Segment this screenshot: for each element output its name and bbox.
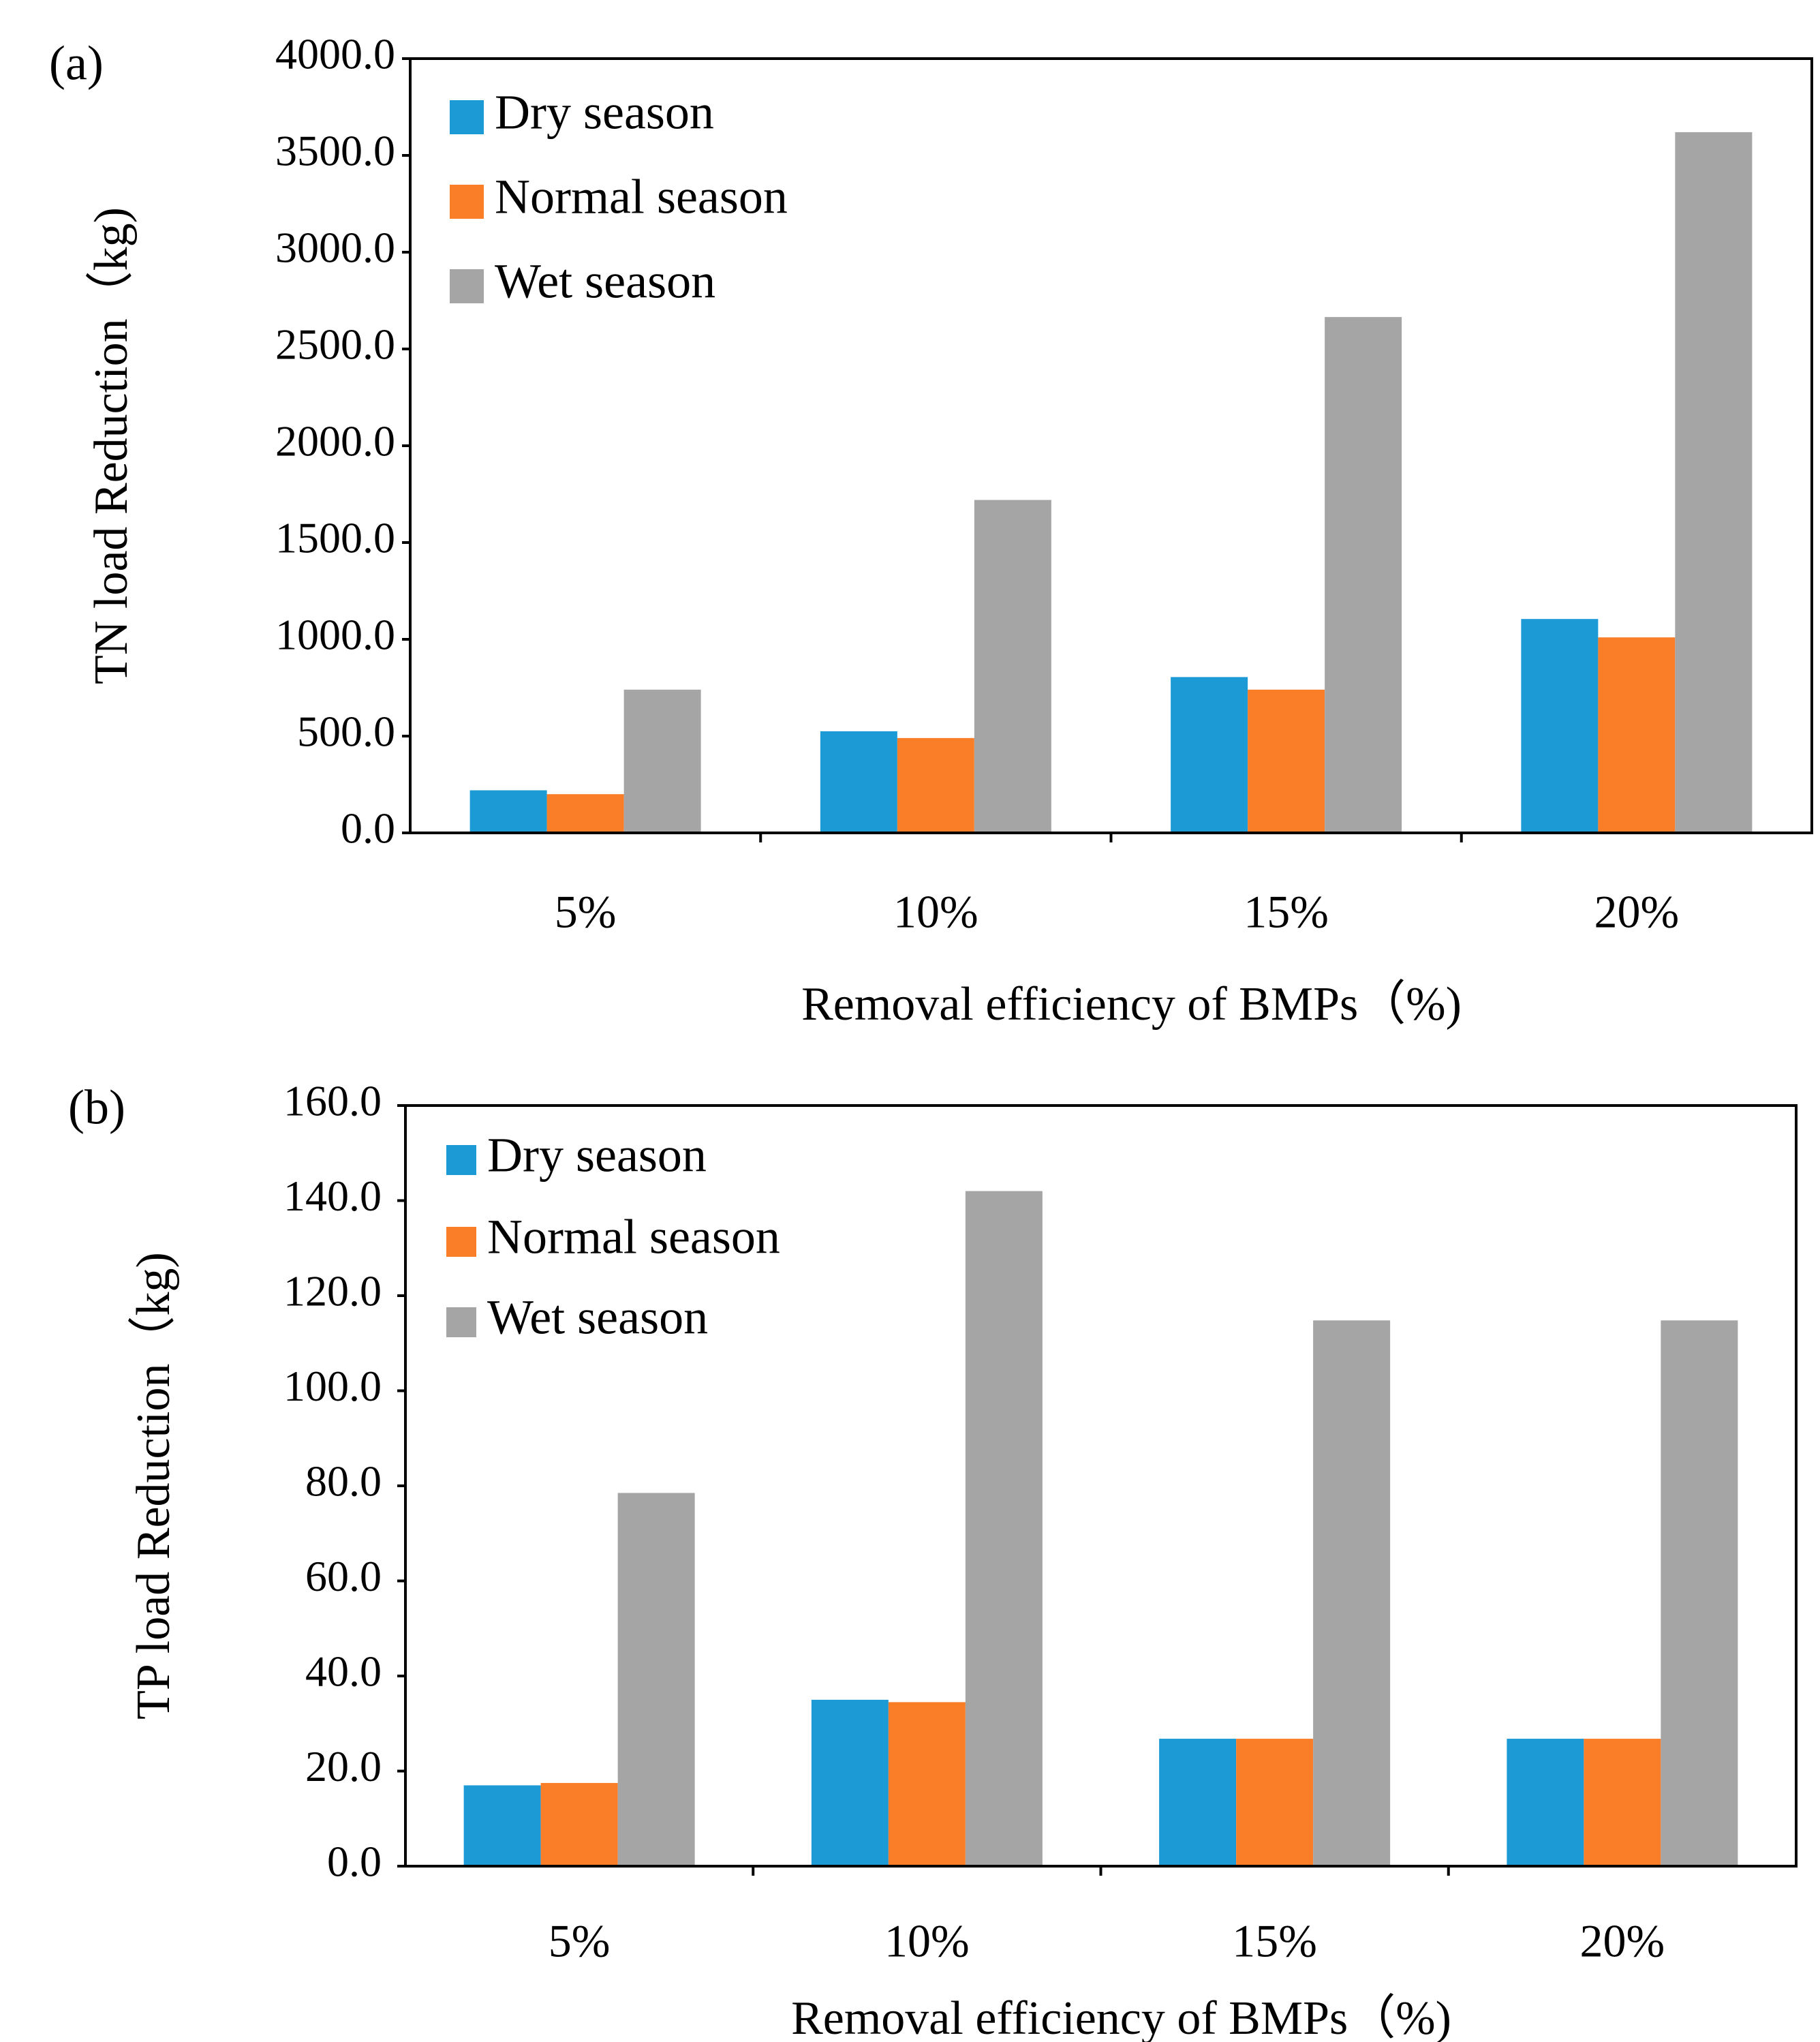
bar-normal-season-3 [1584,1739,1661,1866]
bar-dry-season-1 [811,1699,889,1866]
x-category-label: 20% [1580,1915,1665,1967]
legend-swatch [446,1227,476,1257]
y-axis-title: TN load Reduction（kg) [85,207,138,684]
x-category-label: 20% [1594,886,1680,938]
bar-normal-season-0 [546,794,624,833]
x-axis-title: Removal efficiency of BMPs（%) [801,978,1462,1031]
y-tick-label: 4000.0 [275,30,395,78]
bar-dry-season-0 [469,790,547,833]
y-tick-label: 40.0 [305,1647,382,1696]
y-tick-label: 160.0 [283,1077,382,1125]
bar-normal-season-2 [1236,1739,1314,1866]
legend-swatch [450,185,484,219]
bar-normal-season-3 [1598,637,1676,833]
bar-wet-season-0 [623,689,701,833]
y-axis-title: TP load Reduction（kg) [127,1252,180,1720]
bar-dry-season-0 [463,1785,541,1866]
y-tick-label: 0.0 [341,804,395,853]
y-tick-label: 3000.0 [275,224,395,272]
x-category-label: 10% [884,1915,970,1967]
y-tick-label: 60.0 [305,1552,382,1600]
legend: Dry season Normal season Wet season [446,1128,780,1345]
panel-label: (b) [68,1080,125,1135]
legend-label: Normal season [487,1210,780,1264]
x-category-label: 15% [1232,1915,1317,1967]
legend-swatch [446,1307,476,1337]
y-tick-label: 100.0 [283,1362,382,1410]
y-tick-label: 80.0 [305,1457,382,1506]
bar-wet-season-1 [974,500,1051,833]
legend-swatch [450,269,484,303]
legend-swatch [450,100,484,134]
legend-label: Dry season [495,85,714,140]
bar-wet-season-2 [1325,317,1402,833]
bar-normal-season-0 [540,1782,618,1866]
legend-label: Wet season [487,1290,708,1345]
x-category-label: 10% [893,886,978,938]
bar-wet-season-3 [1675,132,1753,833]
bar-dry-season-3 [1507,1739,1584,1866]
legend-label: Dry season [487,1128,707,1183]
legend-swatch [446,1145,476,1175]
bar-wet-season-1 [965,1191,1043,1866]
y-tick-label: 3500.0 [275,127,395,175]
y-tick-label: 120.0 [283,1267,382,1315]
bar-dry-season-3 [1521,619,1599,833]
legend-label: Normal season [495,170,788,224]
y-tick-label: 1500.0 [275,514,395,562]
y-tick-label: 2500.0 [275,320,395,369]
x-axis-title: Removal efficiency of BMPs（%) [791,1992,1451,2042]
y-tick-label: 500.0 [297,707,395,756]
x-category-label: 5% [555,886,617,938]
panel-label: (a) [49,36,104,91]
y-tick-label: 2000.0 [275,417,395,466]
bar-wet-season-3 [1661,1320,1738,1866]
bar-normal-season-2 [1248,689,1325,833]
bar-dry-season-1 [820,731,897,833]
legend: Dry season Normal season Wet season [450,85,788,309]
bar-dry-season-2 [1171,677,1248,833]
x-category-label: 15% [1244,886,1329,938]
bar-dry-season-2 [1159,1739,1237,1866]
bar-normal-season-1 [888,1702,966,1866]
bar-wet-season-2 [1313,1320,1391,1866]
chart-panel-b: (b) 0.0 20.0 40.0 60.0 80.0 100.0 120.0 140.0 160… [68,1077,1798,2042]
bar-normal-season-1 [897,737,974,833]
y-tick-label: 1000.0 [275,611,395,659]
bar-wet-season-0 [617,1493,695,1866]
chart-panel-a: (a) 0.0 500.0 1000.0 1500.0 2000.0 2500.0 3000.… [49,30,1813,1031]
legend-label: Wet season [495,254,715,309]
y-tick-label: 0.0 [327,1838,382,1886]
y-tick-label: 140.0 [283,1172,382,1220]
y-tick-label: 20.0 [305,1742,382,1790]
x-category-label: 5% [549,1915,611,1967]
